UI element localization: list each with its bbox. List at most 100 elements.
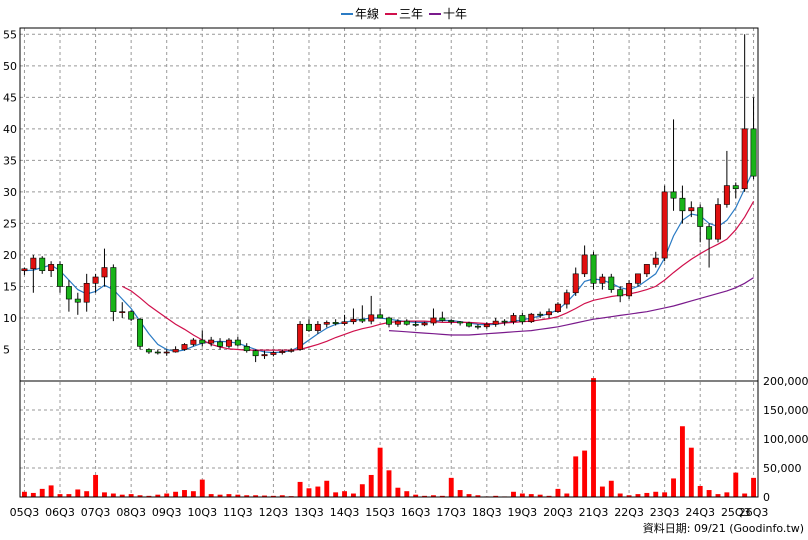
source-note: 資料日期: 09/21 (Goodinfo.tw) [643,521,804,535]
price-tick-label: 55 [3,28,17,41]
volume-bar [48,485,54,497]
volume-bar [679,426,685,497]
candle-body [314,323,321,331]
price-tick-label: 45 [3,91,17,104]
candle [537,311,544,318]
candle [661,185,668,262]
candle [403,319,410,326]
volume-bar [368,474,374,497]
candle [519,312,526,325]
candlesticks [21,34,757,363]
legend-label-1: 年線 [355,6,379,21]
candle-body [394,320,401,325]
candle-body [128,311,135,320]
candle-body [297,323,304,350]
x-tick-label: 23Q3 [650,506,680,519]
volume-bar [528,494,534,497]
x-tick-label: 11Q3 [223,506,253,519]
volume-tick-label: 50,000 [763,462,802,475]
candle [208,336,215,347]
candle-body [279,351,286,353]
candle [350,308,357,325]
candle [697,204,704,243]
volume-bar [733,472,739,497]
candle-body [466,322,472,327]
candle [21,267,28,276]
volume-bar [57,494,63,497]
volume-bar [84,491,90,497]
candle [137,317,144,350]
candle [466,321,472,328]
candle-body [732,185,739,190]
candle [30,254,37,293]
candle [172,346,179,353]
x-tick-label: 05Q3 [10,506,40,519]
candle-body [119,311,126,313]
volume-bar [155,494,161,497]
x-tick-label: 24Q3 [685,506,715,519]
volume-bar [279,495,285,497]
candle [163,349,170,356]
candle [65,280,72,312]
candle [359,305,366,324]
candle-body [403,320,410,325]
candle-body [537,313,544,316]
price-tick-label: 15 [3,280,17,293]
volume-bar [377,447,383,497]
candle-body [377,314,384,319]
candle [252,349,259,363]
volume-bar [324,480,330,497]
price-tick-label: 30 [3,186,17,199]
candle [57,261,63,293]
x-tick-label: 25Q3 [721,506,751,519]
candle [430,308,437,326]
volume-bar [102,492,107,497]
volume-bar [511,491,516,497]
candle [670,119,677,211]
candle [74,292,81,315]
grid [20,28,758,497]
candle-body [750,128,757,177]
volume-axis-ticks: 0 50,000 100,000 150,000 200,000 [763,375,808,504]
candle-body [234,339,241,346]
candle-body [519,315,526,323]
candle-body [154,351,161,354]
volume-bars [22,378,756,497]
candle [261,350,268,359]
candle [279,349,286,355]
candle-body [199,339,206,344]
x-tick-label: 17Q3 [436,506,466,519]
x-tick-label: 21Q3 [579,506,609,519]
candle [199,330,206,347]
x-tick-label: 18Q3 [472,506,502,519]
volume-bar [644,492,650,497]
volume-bar [431,495,436,497]
candle-body [483,323,490,328]
volume-bar [350,493,356,497]
candle-body [563,292,570,305]
candle-body [172,349,179,353]
x-tick-label: 16Q3 [401,506,431,519]
candle [474,324,481,330]
candle-body [243,346,250,352]
candle-body [412,323,419,326]
legend-label-2: 三年 [399,7,423,21]
volume-bar [244,495,250,497]
volume-panel-frame [19,380,759,498]
volume-bar [413,494,419,497]
candle-body [546,311,553,316]
price-tick-label: 35 [3,154,17,167]
candle [234,336,241,347]
candle-body [661,191,668,259]
candle [368,295,375,325]
volume-bar [404,491,410,497]
volume-bar [573,456,579,497]
volume-bar [608,480,614,497]
volume-bar [457,490,463,497]
x-tick-label: 12Q3 [259,506,289,519]
moving-average-line [122,201,755,351]
candle-body [181,344,188,350]
x-axis-ticks: 05Q3 06Q3 07Q3 08Q3 09Q3 10Q3 11Q3 12Q3 13Q3 14Q3… [10,506,769,519]
candle [83,273,90,312]
